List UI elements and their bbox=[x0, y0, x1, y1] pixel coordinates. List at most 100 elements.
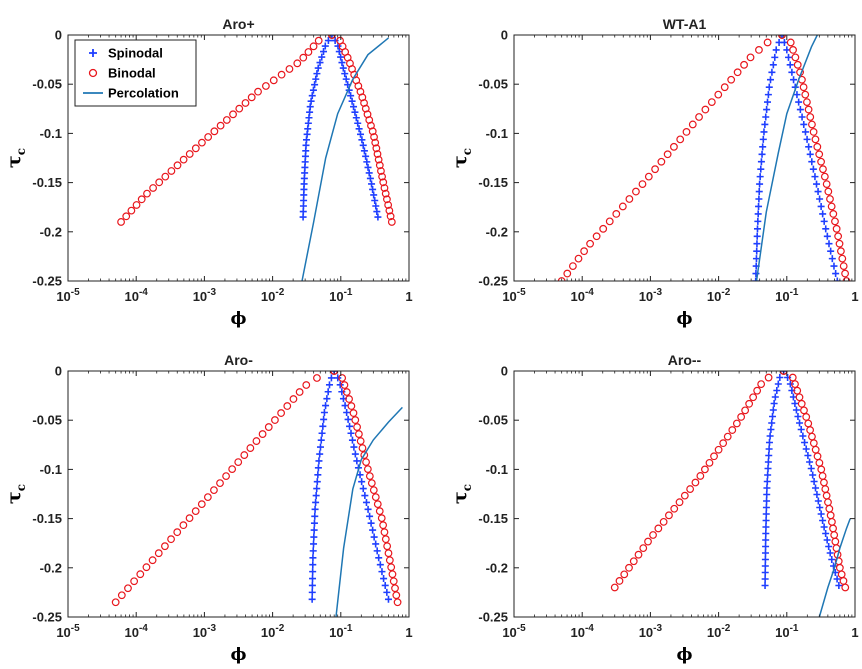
binodal-series bbox=[117, 35, 396, 226]
legend-label: Spinodal bbox=[108, 46, 163, 61]
binodal-marker bbox=[696, 472, 705, 480]
binodal-marker bbox=[155, 178, 164, 187]
binodal-marker bbox=[336, 36, 344, 45]
x-tick-label: 1 bbox=[405, 289, 412, 304]
y-tick-label: -0.1 bbox=[40, 462, 62, 477]
y-tick-label: -0.1 bbox=[486, 126, 508, 141]
x-tick-label: 1 bbox=[851, 289, 858, 304]
binodal-marker bbox=[625, 195, 634, 203]
x-tick-label: 10-5 bbox=[56, 623, 80, 640]
binodal-marker bbox=[345, 395, 353, 403]
spinodal-marker bbox=[762, 530, 770, 538]
spinodal-marker bbox=[760, 128, 768, 136]
chart-panel-1: 10-5 10-4 10-3 10-2 10-1 10-0.05-0.1-0.15-0.2… bbox=[3, 16, 413, 329]
spinodal-marker bbox=[762, 536, 770, 544]
x-tick-base: 10 bbox=[193, 625, 207, 640]
binodal-marker bbox=[385, 556, 394, 565]
spinodal-marker bbox=[757, 158, 765, 166]
spinodal-marker bbox=[318, 429, 326, 437]
x-tick-label: 10-4 bbox=[125, 287, 149, 304]
spinodal-series bbox=[308, 371, 392, 603]
binodal-marker bbox=[309, 42, 318, 51]
spinodal-marker bbox=[372, 540, 380, 548]
spinodal-marker bbox=[761, 569, 769, 577]
binodal-marker bbox=[811, 135, 820, 144]
binodal-marker bbox=[705, 458, 714, 467]
plot-marks bbox=[111, 371, 403, 617]
binodal-marker bbox=[167, 167, 176, 175]
spinodal-marker bbox=[331, 37, 339, 45]
x-axis-label: ϕ bbox=[230, 645, 246, 665]
spinodal-marker bbox=[771, 53, 779, 61]
spinodal-marker bbox=[764, 471, 772, 479]
binodal-marker bbox=[740, 60, 748, 69]
binodal-marker bbox=[791, 380, 799, 389]
spinodal-marker bbox=[313, 485, 321, 493]
spinodal-marker bbox=[373, 547, 381, 555]
spinodal-marker bbox=[309, 568, 317, 576]
spinodal-marker bbox=[814, 497, 822, 505]
spinodal-marker bbox=[833, 575, 841, 583]
spinodal-marker bbox=[336, 381, 344, 389]
binodal-marker bbox=[632, 187, 640, 196]
spinodal-marker bbox=[317, 436, 325, 444]
x-tick-exponent: -1 bbox=[344, 623, 353, 634]
spinodal-marker bbox=[825, 543, 833, 551]
x-tick-base: 10 bbox=[329, 625, 343, 640]
binodal-marker bbox=[362, 458, 370, 466]
binodal-marker bbox=[841, 269, 849, 278]
x-tick-exponent: -5 bbox=[71, 623, 80, 634]
spinodal-marker bbox=[816, 504, 824, 512]
spinodal-marker bbox=[343, 409, 351, 417]
binodal-marker bbox=[127, 206, 136, 215]
spinodal-marker bbox=[352, 114, 360, 122]
spinodal-marker bbox=[375, 554, 383, 562]
binodal-marker bbox=[374, 155, 383, 164]
spinodal-marker bbox=[309, 561, 317, 569]
chart-panel-4: 10-5 10-4 10-3 10-2 10-1 10-0.05-0.1-0.15-0.2… bbox=[449, 352, 859, 665]
binodal-marker bbox=[605, 217, 614, 226]
spinodal-marker bbox=[819, 517, 827, 525]
spinodal-marker bbox=[762, 510, 770, 518]
binodal-marker bbox=[367, 479, 376, 488]
binodal-marker bbox=[749, 393, 758, 402]
spinodal-marker bbox=[812, 484, 820, 492]
spinodal-marker bbox=[314, 471, 322, 479]
binodal-marker bbox=[137, 195, 146, 204]
x-tick-exponent: -3 bbox=[207, 287, 216, 298]
binodal-marker bbox=[371, 493, 380, 502]
spinodal-marker bbox=[320, 415, 328, 423]
binodal-marker bbox=[670, 142, 678, 151]
spinodal-marker bbox=[372, 202, 380, 210]
x-tick-label: 10-5 bbox=[56, 287, 80, 304]
spinodal-marker bbox=[802, 445, 810, 453]
binodal-series bbox=[111, 371, 402, 607]
binodal-marker bbox=[829, 210, 838, 218]
binodal-marker bbox=[372, 144, 381, 153]
plot-marks bbox=[610, 371, 851, 617]
binodal-marker bbox=[271, 416, 279, 424]
spinodal-marker bbox=[367, 519, 375, 527]
binodal-marker bbox=[185, 514, 194, 523]
spinodal-marker bbox=[755, 202, 763, 210]
binodal-marker bbox=[386, 212, 395, 221]
binodal-marker bbox=[379, 521, 388, 530]
x-tick-label: 1 bbox=[851, 625, 858, 640]
spinodal-marker bbox=[754, 217, 762, 225]
y-axis-label-sub: c bbox=[14, 148, 28, 155]
binodal-marker bbox=[351, 416, 360, 424]
spinodal-marker bbox=[341, 70, 349, 78]
spinodal-marker bbox=[817, 510, 825, 518]
x-tick-base: 1 bbox=[405, 289, 412, 304]
binodal-marker bbox=[358, 444, 367, 452]
binodal-marker bbox=[285, 65, 294, 73]
x-tick-base: 10 bbox=[775, 625, 789, 640]
spinodal-marker bbox=[328, 35, 336, 39]
spinodal-marker bbox=[360, 147, 368, 155]
spinodal-marker bbox=[809, 165, 817, 173]
x-axis-label: ϕ bbox=[230, 309, 246, 329]
binodal-marker bbox=[651, 165, 659, 174]
binodal-marker bbox=[592, 232, 601, 241]
binodal-marker bbox=[393, 598, 402, 607]
binodal-marker bbox=[261, 82, 270, 90]
